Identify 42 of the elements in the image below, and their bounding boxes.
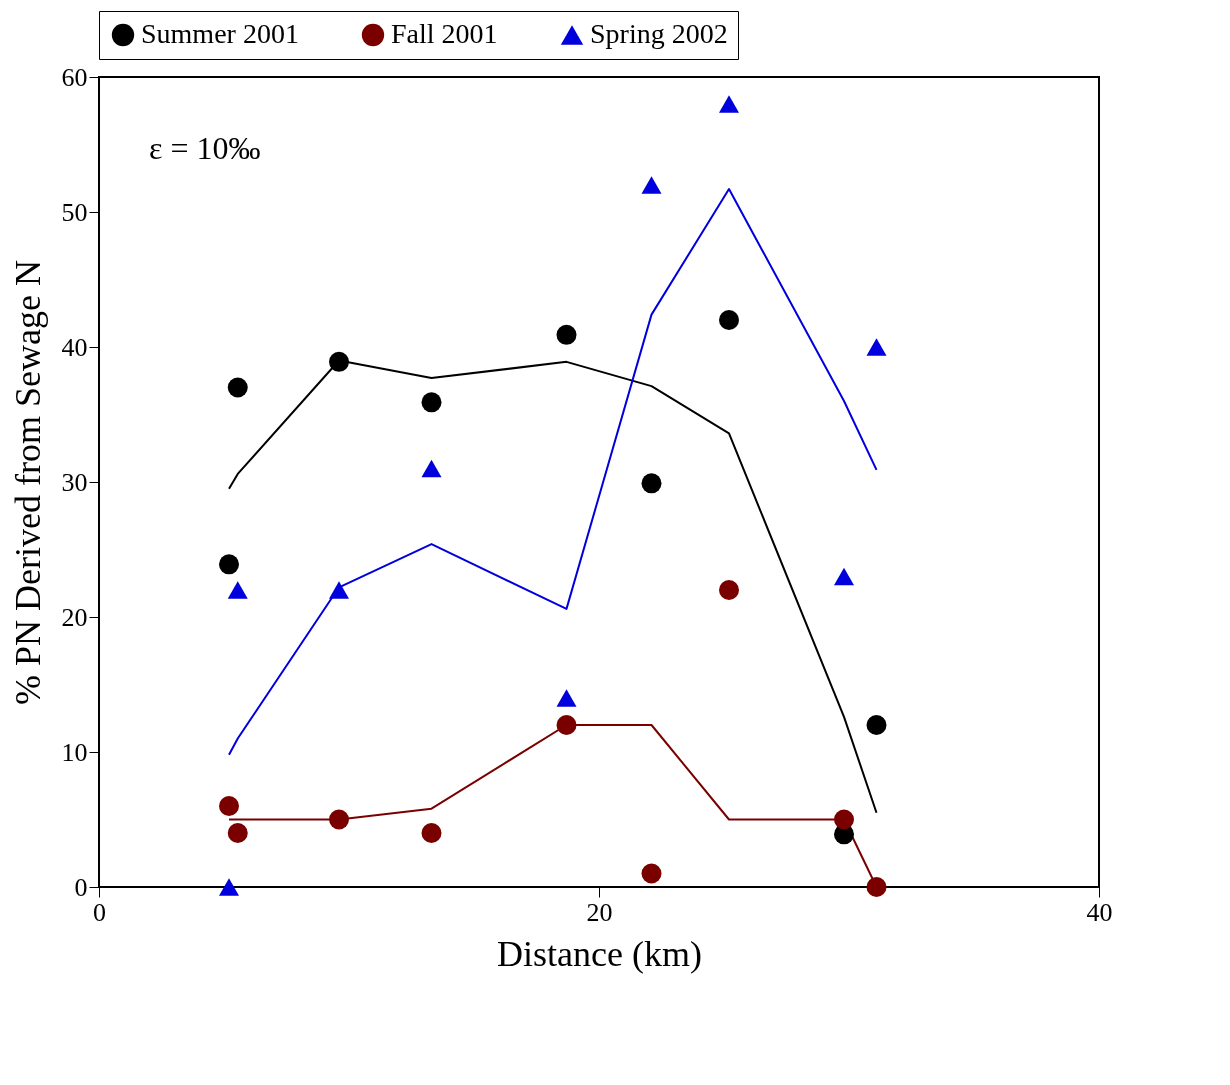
point [641,863,662,884]
point [421,392,442,413]
point [866,877,887,897]
point [329,581,349,599]
point [329,809,349,830]
point [329,351,349,372]
point [219,878,239,896]
point [834,567,854,586]
line-series [228,188,878,756]
point [227,377,248,398]
legend-label: Spring 2002 [590,18,728,49]
y-tick-label: 40 [61,332,88,362]
point [556,715,577,735]
x-tick-label: 20 [586,897,613,927]
legend-label: Summer 2001 [141,18,299,49]
y-tick-label: 10 [61,737,88,767]
point [421,459,442,478]
x-tick-label: 40 [1086,897,1113,927]
point [719,95,739,113]
point [866,338,887,356]
y-tick-label: 20 [61,602,88,632]
point [556,689,577,707]
point [227,823,248,843]
point [834,809,854,830]
legend-label: Fall 2001 [391,18,498,49]
y-tick-label: 30 [61,467,88,497]
point [641,176,662,194]
point [641,473,662,494]
point [421,823,442,843]
y-tick-label: 50 [61,197,88,227]
point [219,554,239,575]
point [227,581,248,599]
point [866,715,887,735]
y-tick-label: 0 [74,872,88,902]
point [556,324,577,345]
point [219,796,239,816]
annotation: ε = 10‰ [149,130,261,166]
x-axis-title: Distance (km) [497,933,702,974]
y-axis-title: % PN Derived from Sewage N [7,260,48,705]
point [719,580,739,600]
y-tick-label: 60 [61,62,88,92]
point [719,310,739,330]
